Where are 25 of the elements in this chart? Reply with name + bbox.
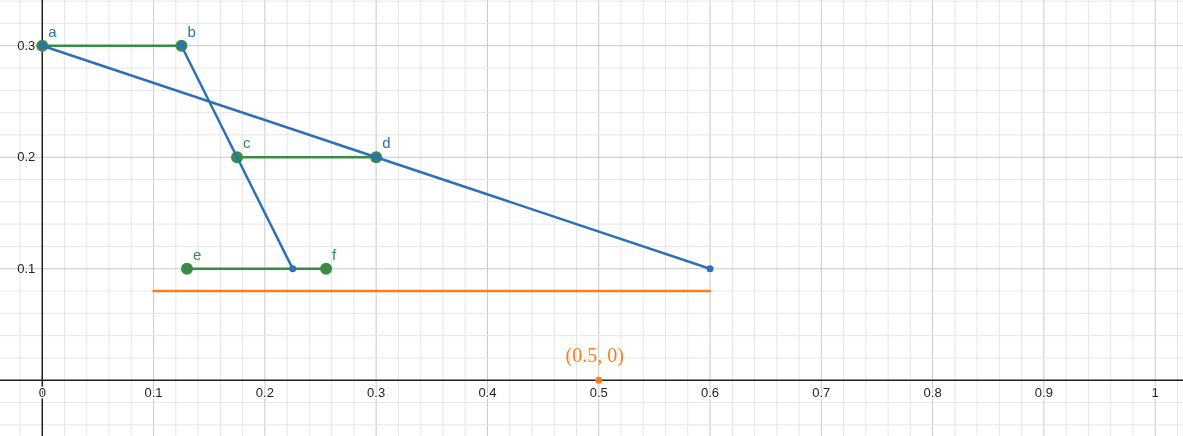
- annotation: c: [243, 134, 252, 152]
- annotation: d: [382, 134, 391, 152]
- point: [180, 262, 193, 275]
- x-tick-label: 0.9: [1034, 385, 1053, 401]
- x-tick-label: 0.8: [923, 385, 942, 401]
- x-tick-label: 0.7: [812, 385, 831, 401]
- annotation: f: [332, 245, 338, 263]
- y-tick-label: 0.2: [17, 149, 36, 165]
- x-tick-label: 0.1: [144, 385, 163, 401]
- point: [320, 262, 333, 275]
- annotation: b: [187, 22, 196, 40]
- x-tick-label: 0.3: [367, 385, 386, 401]
- point: [289, 265, 297, 273]
- point: [706, 265, 714, 273]
- y-tick-label: 0.1: [17, 260, 36, 276]
- annotation: (0.5, 0): [565, 344, 624, 368]
- x-tick-label: 0.5: [589, 385, 608, 401]
- y-tick-label: 0.3: [17, 37, 36, 53]
- x-tick-label: 0.2: [255, 385, 274, 401]
- point: [595, 376, 603, 384]
- x-tick-label: 0.4: [478, 385, 497, 401]
- annotation: a: [48, 22, 58, 40]
- x-tick-label: 1: [1151, 385, 1159, 401]
- x-tick-label: 0.6: [700, 385, 720, 401]
- annotation: e: [192, 245, 202, 263]
